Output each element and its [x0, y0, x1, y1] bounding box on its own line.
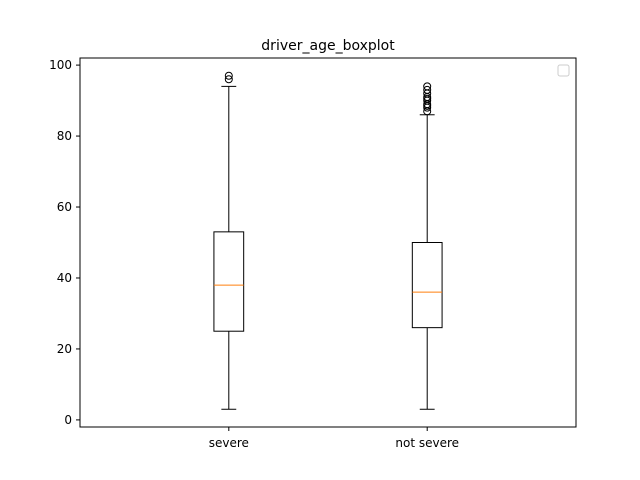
- y-tick-label: 20: [57, 342, 72, 356]
- outlier-point: [224, 75, 233, 84]
- box-group-not-severe: [411, 82, 443, 410]
- iqr-box: [411, 242, 443, 329]
- y-tick-label: 60: [57, 200, 72, 214]
- chart-title: driver_age_boxplot: [261, 38, 395, 54]
- x-axis: severe not severe: [209, 427, 459, 450]
- iqr-box: [213, 231, 245, 332]
- y-tick-label: 40: [57, 271, 72, 285]
- y-tick-label: 80: [57, 129, 72, 143]
- outlier-point: [423, 82, 432, 91]
- plot-marks: [213, 71, 443, 410]
- legend-box[interactable]: [557, 64, 570, 77]
- y-axis: 0 20 40 60 80 100: [49, 58, 80, 427]
- outlier-point: [423, 85, 432, 94]
- outlier-point: [224, 71, 233, 80]
- box-group-severe: [213, 71, 245, 410]
- y-tick-label: 100: [49, 58, 72, 72]
- y-tick-label: 0: [64, 413, 72, 427]
- plot-area: [79, 57, 577, 428]
- x-tick-label: severe: [209, 436, 249, 450]
- x-tick-label: not severe: [395, 436, 459, 450]
